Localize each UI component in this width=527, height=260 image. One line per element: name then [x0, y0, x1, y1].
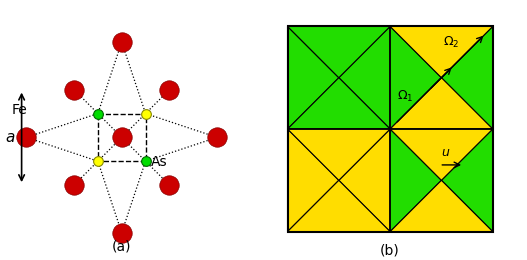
Polygon shape	[390, 78, 493, 129]
Polygon shape	[339, 27, 390, 129]
Text: $a$: $a$	[5, 130, 15, 145]
Polygon shape	[390, 27, 442, 129]
Polygon shape	[442, 27, 493, 129]
Text: $\Omega_1$: $\Omega_1$	[397, 89, 414, 104]
Bar	[288, 27, 493, 232]
Text: As: As	[151, 155, 168, 169]
Polygon shape	[339, 129, 390, 232]
Polygon shape	[390, 27, 493, 78]
Polygon shape	[288, 129, 339, 232]
Polygon shape	[390, 129, 493, 180]
Text: $\Omega_2$: $\Omega_2$	[444, 35, 460, 50]
Polygon shape	[390, 129, 442, 232]
Polygon shape	[288, 27, 390, 78]
Polygon shape	[442, 129, 493, 232]
Polygon shape	[288, 180, 390, 232]
Text: (a): (a)	[112, 240, 131, 254]
Polygon shape	[288, 129, 390, 180]
Polygon shape	[288, 78, 390, 129]
Text: Fe: Fe	[12, 103, 28, 117]
Text: (b): (b)	[380, 244, 400, 258]
Polygon shape	[390, 180, 493, 232]
Polygon shape	[288, 27, 339, 129]
Text: $u$: $u$	[442, 146, 451, 159]
